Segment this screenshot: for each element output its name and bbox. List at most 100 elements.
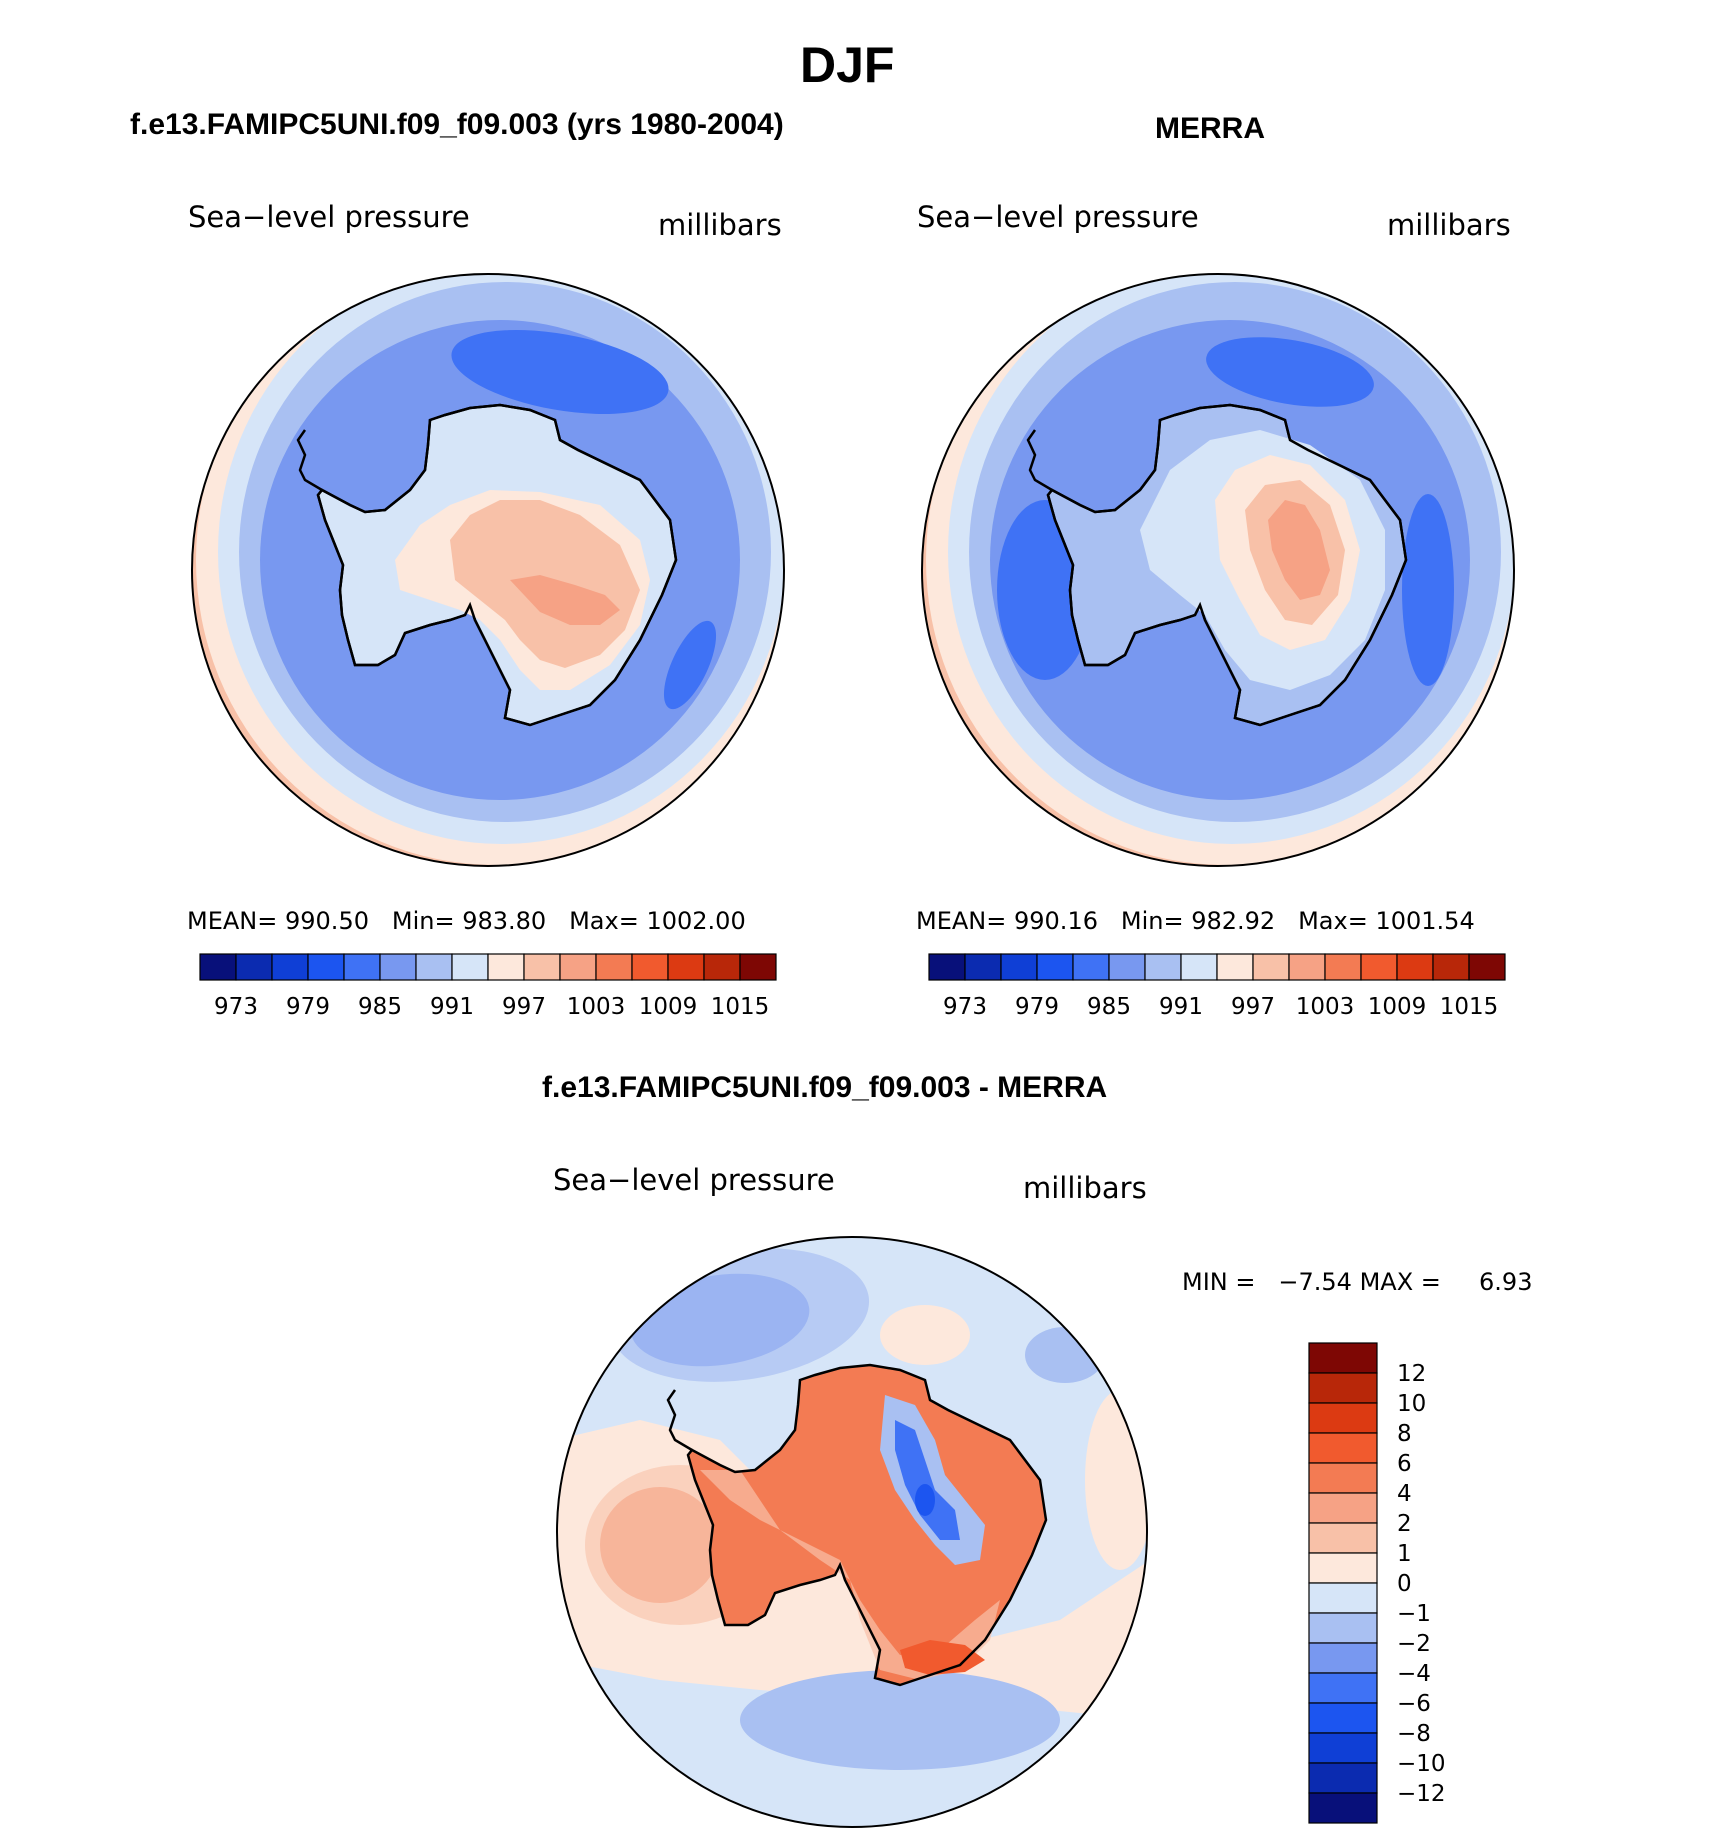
panel3-min-label: MIN = xyxy=(1182,1268,1256,1296)
colorbar-merra-cell xyxy=(1036,953,1074,981)
colorbar-model-cell xyxy=(739,953,777,981)
colorbar-difference-cell xyxy=(1308,1612,1378,1644)
colorbar-difference-cell xyxy=(1308,1462,1378,1494)
colorbar-merra-cell xyxy=(1144,953,1182,981)
panel3-max-value: 6.93 xyxy=(1479,1268,1533,1296)
colorbar-difference-tick-label: −1 xyxy=(1397,1601,1431,1627)
panel2-variable-label: Sea−level pressure xyxy=(917,200,1199,234)
map3-positive-center-east xyxy=(1085,1390,1147,1570)
map2-merra-slp xyxy=(922,274,1514,866)
panel1-title: f.e13.FAMIPC5UNI.f09_f09.003 (yrs 1980-2… xyxy=(130,108,784,141)
map1-low-center-a xyxy=(451,329,669,415)
colorbar-model-tick-label: 991 xyxy=(430,994,474,1020)
panel1-min-label: Min= xyxy=(391,907,455,935)
colorbar-difference-tick-label: −8 xyxy=(1397,1721,1431,1747)
colorbar-model-cell xyxy=(343,953,381,981)
colorbar-difference-tick-label: 6 xyxy=(1397,1451,1412,1477)
colorbar-difference-cell xyxy=(1308,1552,1378,1584)
colorbar-merra-tick-label: 973 xyxy=(943,994,987,1020)
colorbar-merra-cell xyxy=(1252,953,1290,981)
colorbar-model-cell xyxy=(631,953,669,981)
colorbar-difference-tick-label: −12 xyxy=(1397,1781,1446,1807)
colorbar-model-tick-label: 979 xyxy=(286,994,330,1020)
colorbar-difference-cell xyxy=(1308,1432,1378,1464)
map2-coastline xyxy=(1046,403,1408,727)
panel3-min-value: −7.54 xyxy=(1278,1268,1352,1296)
panel1-mean-label: MEAN= xyxy=(187,907,278,935)
colorbar-difference-tick-label: −6 xyxy=(1397,1691,1431,1717)
panel2-title: MERRA xyxy=(1155,112,1265,145)
panel1-max-value: 1002.00 xyxy=(646,907,746,935)
colorbar-difference-tick-label: −2 xyxy=(1397,1631,1431,1657)
map3-negative-interior-core xyxy=(895,1420,960,1540)
map1-model-slp xyxy=(192,274,784,866)
colorbar-difference-cell xyxy=(1308,1702,1378,1734)
panel3-max-label: MAX = xyxy=(1359,1268,1441,1296)
colorbar-merra-cell xyxy=(1396,953,1434,981)
panel2-min-label: Min= xyxy=(1120,907,1184,935)
colorbar-difference-tick-label: −10 xyxy=(1397,1751,1446,1777)
colorbar-merra-cell xyxy=(1324,953,1362,981)
colorbar-model-cell xyxy=(667,953,705,981)
map3-negative-min xyxy=(915,1484,935,1516)
colorbar-merra-tick-label: 1003 xyxy=(1296,994,1355,1020)
colorbar-merra-cell xyxy=(1468,953,1506,981)
colorbar-merra-cell xyxy=(1000,953,1038,981)
map2-peninsula xyxy=(1026,429,1053,492)
panel1-min-value: 983.80 xyxy=(462,907,547,935)
colorbar-model-tick-label: 1003 xyxy=(567,994,626,1020)
colorbar-merra-cell xyxy=(964,953,1002,981)
colorbar-model-cell xyxy=(559,953,597,981)
map3-negative-center-south xyxy=(740,1670,1060,1770)
panel1-stats: MEAN= 990.50 Min= 983.80 Max= 1002.00 xyxy=(187,907,746,935)
panel1-variable-label: Sea−level pressure xyxy=(188,200,470,234)
map1-border xyxy=(191,273,785,867)
colorbar-merra: 973 979 985 991 997 1003 1009 1015 xyxy=(928,953,1506,1020)
colorbar-merra-cell xyxy=(1180,953,1218,981)
colorbar-difference-cell xyxy=(1308,1522,1378,1554)
colorbar-merra-cell xyxy=(1288,953,1326,981)
colorbar-difference-tick-label: 8 xyxy=(1397,1421,1412,1447)
map2-border xyxy=(921,273,1515,867)
colorbar-merra-tick-label: 991 xyxy=(1159,994,1203,1020)
colorbar-model-cell xyxy=(199,953,237,981)
colorbar-model-tick-label: 997 xyxy=(502,994,546,1020)
colorbar-merra-cell xyxy=(1432,953,1470,981)
colorbar-model-tick-label: 985 xyxy=(358,994,402,1020)
panel1-max-label: Max= xyxy=(569,907,639,935)
map3-peninsula xyxy=(666,1389,693,1452)
panel2-max-value: 1001.54 xyxy=(1375,907,1475,935)
colorbar-merra-tick-label: 985 xyxy=(1087,994,1131,1020)
colorbar-model-tick-label: 973 xyxy=(214,994,258,1020)
panel2-stats: MEAN= 990.16 Min= 982.92 Max= 1001.54 xyxy=(916,907,1475,935)
colorbar-merra-cell xyxy=(928,953,966,981)
colorbar-model-cell xyxy=(415,953,453,981)
colorbar-difference-tick-label: 4 xyxy=(1397,1481,1412,1507)
colorbar-merra-cell xyxy=(1108,953,1146,981)
panel3-stats: MIN = −7.54 MAX = 6.93 xyxy=(1182,1268,1532,1296)
colorbar-model-cell xyxy=(487,953,525,981)
map2-low-center-c xyxy=(1402,494,1454,686)
colorbar-model: 973 979 985 991 997 1003 1009 1015 xyxy=(199,953,777,1020)
map3-positive-interior-max xyxy=(900,1640,985,1675)
colorbar-difference-cell xyxy=(1308,1342,1378,1374)
colorbar-difference-cell xyxy=(1308,1762,1378,1794)
map3-coast-halo xyxy=(700,1470,1000,1680)
map1-plateau-1003 xyxy=(510,575,620,625)
panel3-title: f.e13.FAMIPC5UNI.f09_f09.003 - MERRA xyxy=(542,1071,1108,1104)
map3-antarctica-fill xyxy=(688,1365,1046,1685)
panel2-min-value: 982.92 xyxy=(1191,907,1276,935)
colorbar-model-cell xyxy=(307,953,345,981)
colorbar-merra-tick-label: 1009 xyxy=(1368,994,1427,1020)
colorbar-difference-cell xyxy=(1308,1672,1378,1704)
colorbar-merra-tick-label: 1015 xyxy=(1440,994,1499,1020)
colorbar-difference-tick-label: 10 xyxy=(1397,1391,1426,1417)
colorbar-difference-cell xyxy=(1308,1732,1378,1764)
colorbar-difference-tick-label: 12 xyxy=(1397,1361,1426,1387)
colorbar-difference-tick-label: 0 xyxy=(1397,1571,1412,1597)
colorbar-model-cell xyxy=(379,953,417,981)
panel1-mean-value: 990.50 xyxy=(285,907,369,935)
colorbar-difference-cell xyxy=(1308,1372,1378,1404)
